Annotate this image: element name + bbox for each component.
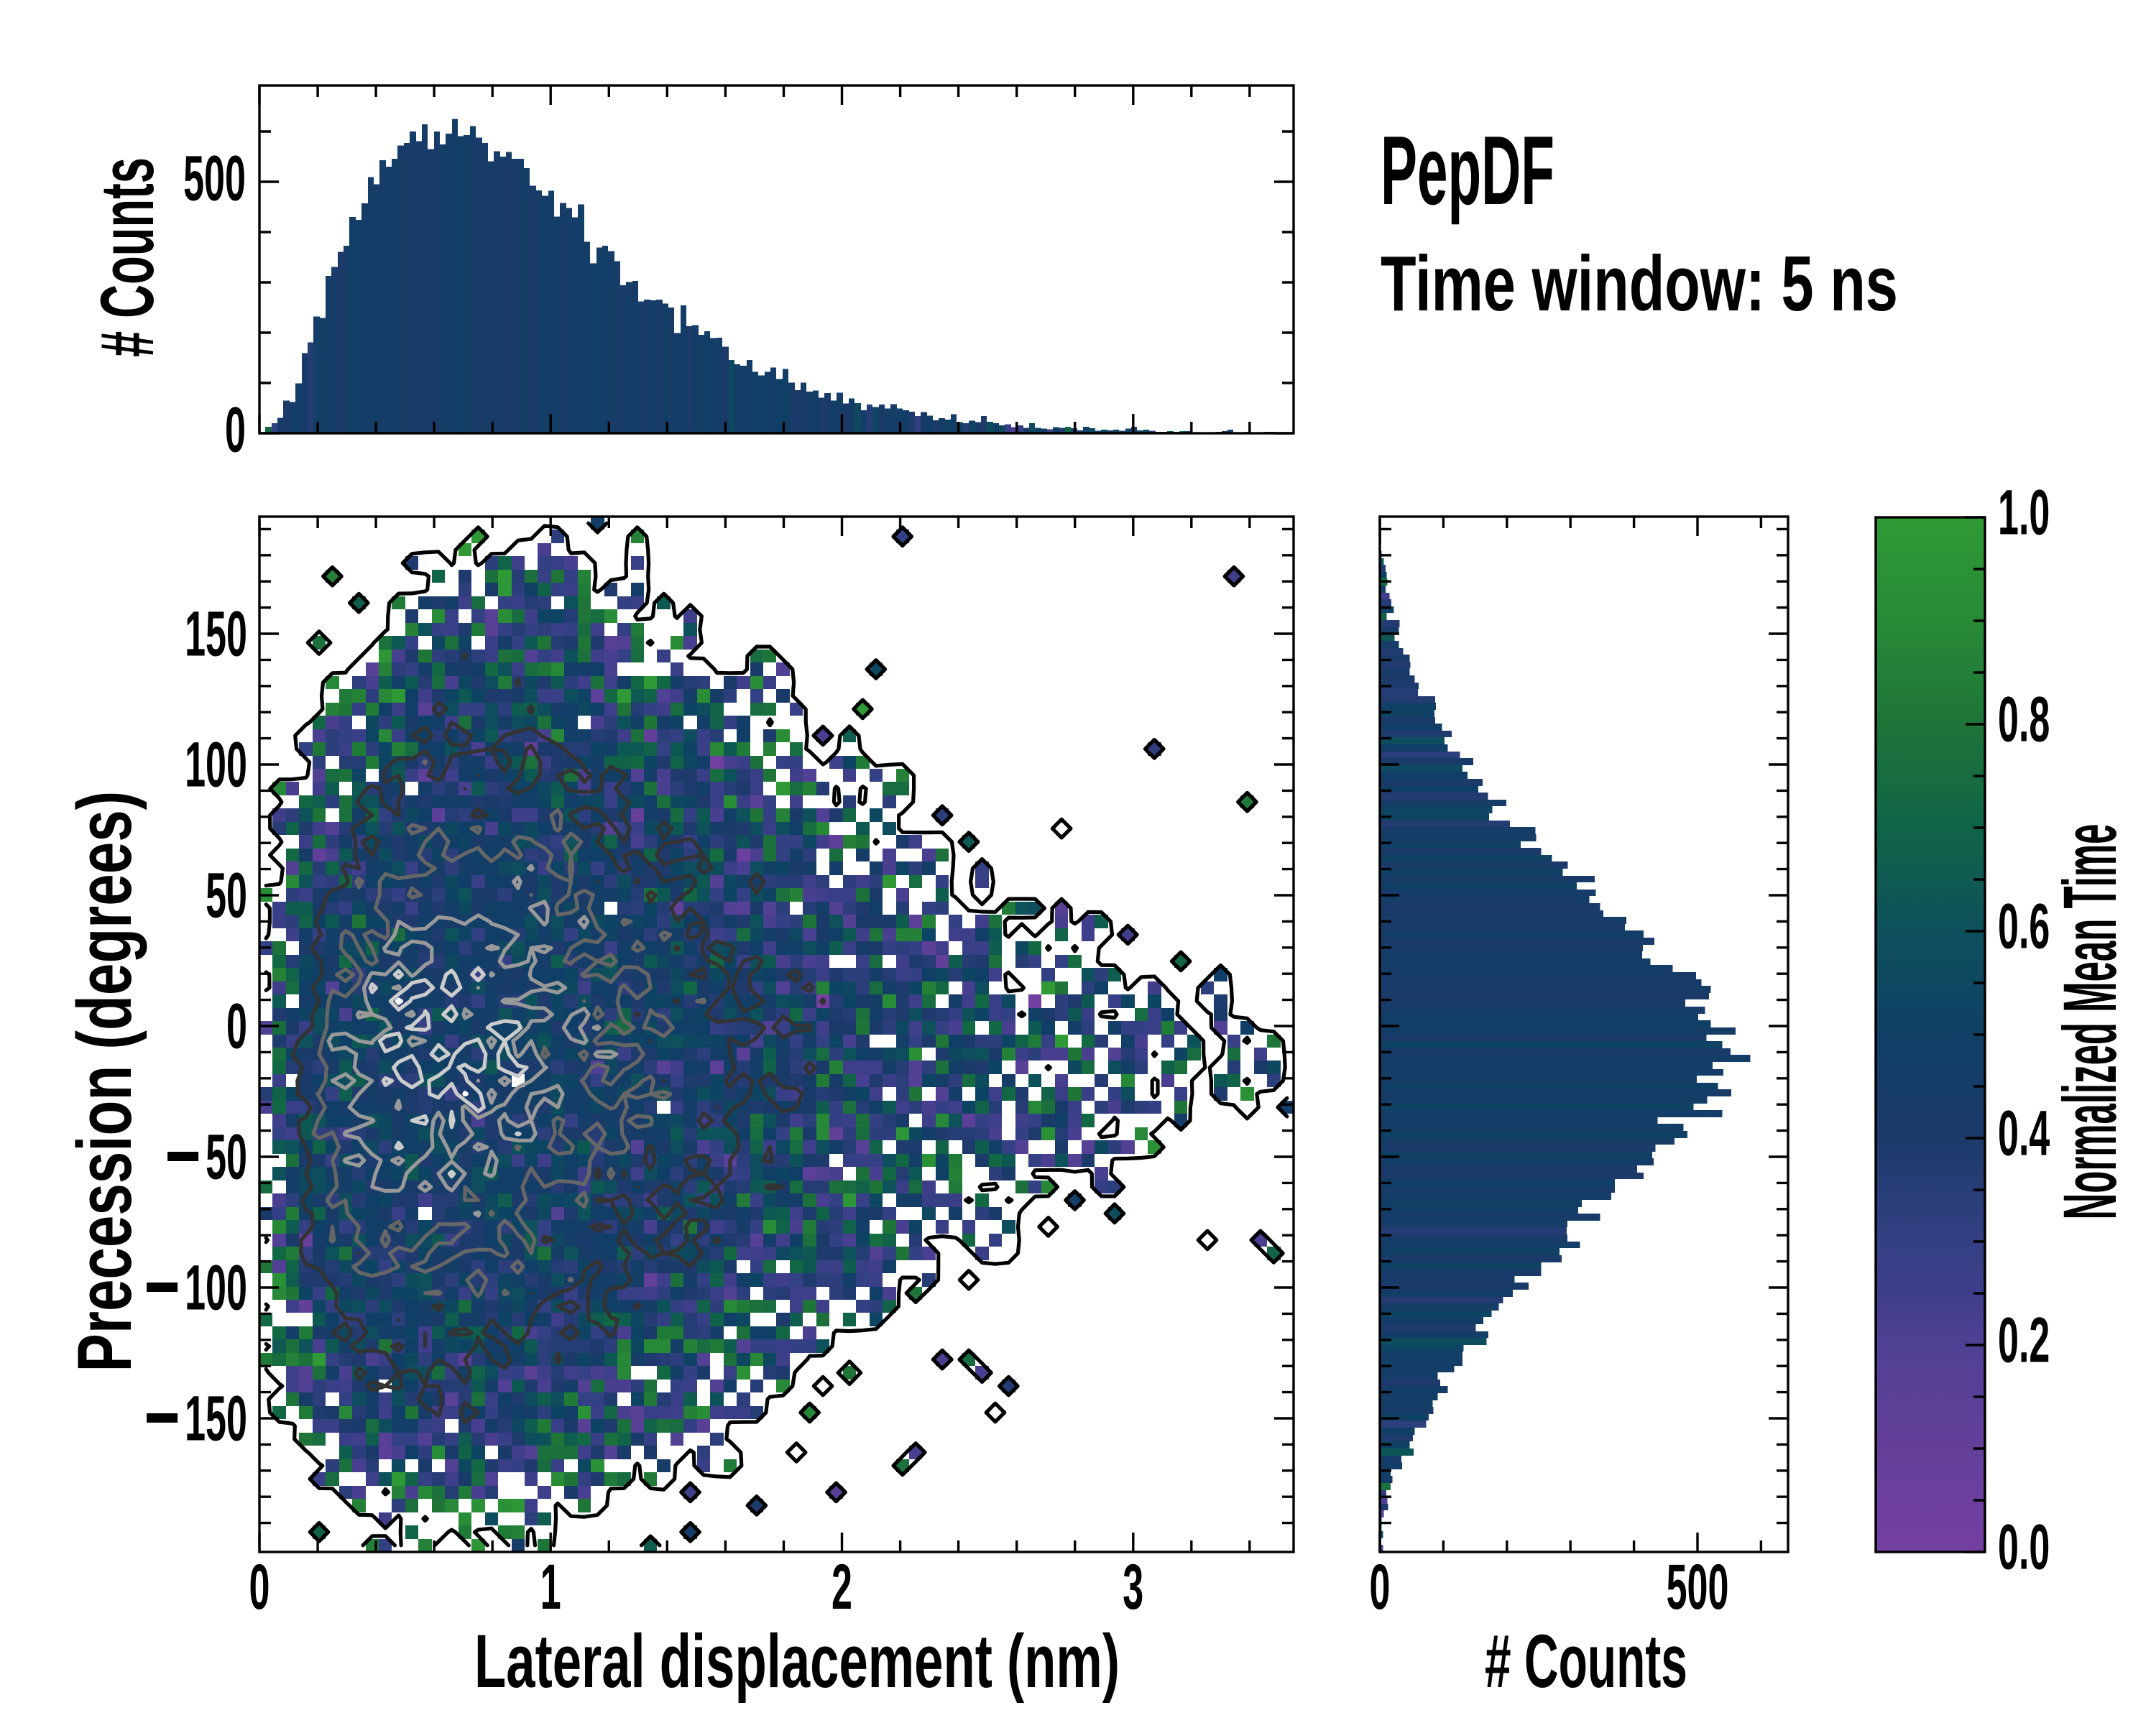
svg-text:Lateral displacement (nm): Lateral displacement (nm) [474, 1620, 1120, 1704]
svg-text:# Counts: # Counts [1485, 1619, 1687, 1703]
svg-text:0.4: 0.4 [1998, 1098, 2050, 1169]
svg-text:0: 0 [249, 1552, 270, 1623]
svg-text:PepDF: PepDF [1381, 116, 1554, 226]
svg-text:50: 50 [206, 1122, 247, 1193]
svg-text:100: 100 [185, 1252, 247, 1323]
svg-text:0.0: 0.0 [1998, 1512, 2050, 1583]
svg-text:0: 0 [225, 394, 246, 466]
svg-text:0.8: 0.8 [1998, 684, 2050, 755]
svg-text:Time window: 5 ns: Time window: 5 ns [1381, 240, 1898, 327]
svg-text:3: 3 [1123, 1552, 1143, 1623]
svg-text:150: 150 [185, 1383, 247, 1454]
svg-text:0.6: 0.6 [1998, 891, 2050, 962]
svg-text:50: 50 [206, 860, 247, 931]
svg-text:1: 1 [540, 1552, 561, 1623]
svg-text:150: 150 [185, 599, 247, 670]
svg-text:# Counts: # Counts [85, 157, 170, 357]
svg-text:500: 500 [1667, 1552, 1729, 1623]
svg-text:500: 500 [183, 143, 246, 214]
svg-text:1.0: 1.0 [1998, 477, 2050, 548]
svg-text:0: 0 [226, 991, 247, 1062]
svg-text:2: 2 [831, 1552, 852, 1623]
svg-text:0: 0 [1370, 1552, 1391, 1623]
svg-text:0.2: 0.2 [1998, 1305, 2050, 1376]
svg-text:Normalized Mean Time: Normalized Mean Time [2048, 824, 2132, 1220]
svg-text:Precession (degrees): Precession (degrees) [62, 791, 148, 1372]
svg-text:100: 100 [185, 729, 247, 800]
